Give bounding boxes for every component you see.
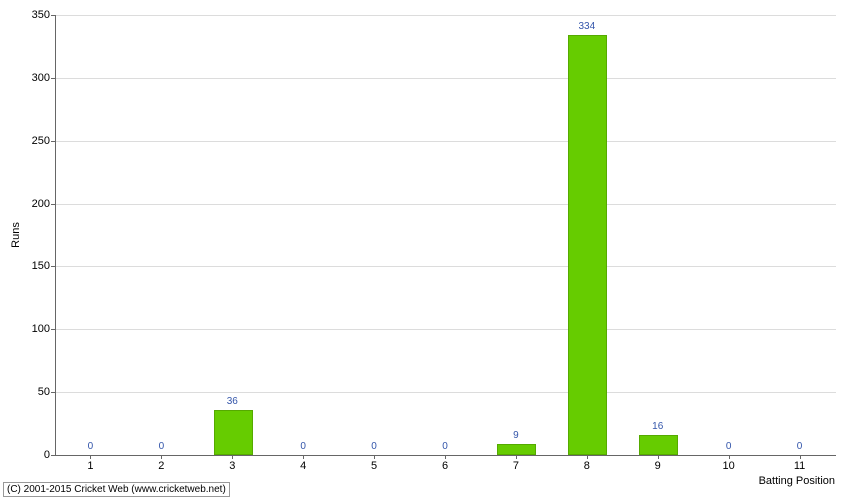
gridline	[56, 204, 836, 205]
x-tick	[303, 455, 304, 459]
x-axis-label: Batting Position	[759, 475, 835, 487]
x-tick-label: 11	[794, 460, 805, 472]
y-tick-label: 250	[10, 135, 50, 147]
y-tick-label: 150	[10, 260, 50, 272]
gridline	[56, 141, 836, 142]
x-tick	[729, 455, 730, 459]
x-tick	[658, 455, 659, 459]
y-axis-label: Runs	[10, 222, 22, 248]
gridline	[56, 266, 836, 267]
y-tick	[51, 266, 55, 267]
x-tick-label: 3	[229, 460, 235, 472]
y-tick	[51, 15, 55, 16]
y-tick	[51, 204, 55, 205]
gridline	[56, 15, 836, 16]
bar-value-label: 0	[797, 441, 803, 452]
bar-value-label: 0	[88, 441, 94, 452]
x-tick-label: 1	[87, 460, 93, 472]
x-tick-label: 10	[723, 460, 735, 472]
bar	[568, 35, 607, 455]
bar-value-label: 334	[578, 21, 595, 32]
bar	[639, 435, 678, 455]
bar	[497, 444, 536, 455]
y-tick-label: 300	[10, 72, 50, 84]
bar-value-label: 9	[513, 430, 519, 441]
y-tick-label: 50	[10, 386, 50, 398]
y-tick-label: 0	[10, 449, 50, 461]
gridline	[56, 329, 836, 330]
x-tick-label: 9	[655, 460, 661, 472]
y-tick	[51, 455, 55, 456]
x-tick-label: 6	[442, 460, 448, 472]
bar-value-label: 0	[371, 441, 377, 452]
bar-value-label: 16	[652, 421, 663, 432]
gridline	[56, 78, 836, 79]
x-tick	[800, 455, 801, 459]
bar-value-label: 0	[442, 441, 448, 452]
x-tick-label: 5	[371, 460, 377, 472]
bar-value-label: 36	[227, 396, 238, 407]
chart-container: Runs Batting Position (C) 2001-2015 Cric…	[0, 0, 850, 500]
x-tick-label: 4	[300, 460, 306, 472]
y-tick	[51, 392, 55, 393]
y-tick-label: 350	[10, 9, 50, 21]
x-tick	[374, 455, 375, 459]
plot-area	[55, 15, 836, 456]
bar-value-label: 0	[726, 441, 732, 452]
x-tick-label: 8	[584, 460, 590, 472]
x-tick	[161, 455, 162, 459]
x-tick	[587, 455, 588, 459]
y-tick-label: 200	[10, 198, 50, 210]
x-tick	[90, 455, 91, 459]
bar-value-label: 0	[300, 441, 306, 452]
bar	[214, 410, 253, 455]
x-tick	[516, 455, 517, 459]
x-tick	[445, 455, 446, 459]
gridline	[56, 392, 836, 393]
x-tick-label: 7	[513, 460, 519, 472]
bar-value-label: 0	[159, 441, 165, 452]
x-tick-label: 2	[158, 460, 164, 472]
y-tick	[51, 329, 55, 330]
y-tick	[51, 78, 55, 79]
x-tick	[232, 455, 233, 459]
y-tick	[51, 141, 55, 142]
copyright-text: (C) 2001-2015 Cricket Web (www.cricketwe…	[3, 482, 230, 497]
y-tick-label: 100	[10, 323, 50, 335]
